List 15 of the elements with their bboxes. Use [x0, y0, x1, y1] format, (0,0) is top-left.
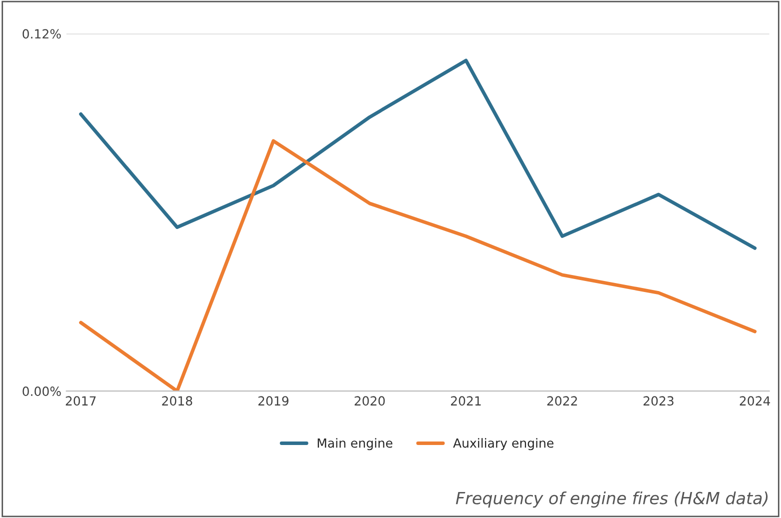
legend-label: Auxiliary engine — [453, 438, 554, 450]
text: Frequency of engine fires (H&M data) — [456, 492, 768, 508]
y-tick-label: 0.12% — [22, 29, 61, 39]
legend-label: Main engine — [318, 438, 392, 450]
y-tick-label: 0.00% — [22, 386, 61, 396]
x-tick-label: 2017 — [66, 396, 96, 406]
x-tick-label: 2020 — [354, 396, 385, 406]
x-tick-label: 2022 — [547, 396, 577, 406]
x-tick-label: 2019 — [258, 396, 288, 406]
x-tick-label: 2018 — [162, 396, 192, 406]
x-tick-label: 2021 — [450, 396, 481, 406]
line-series — [79, 58, 757, 250]
x-tick-label: 2024 — [740, 396, 770, 406]
x-tick-label: 2023 — [644, 396, 674, 406]
line-series — [79, 139, 757, 392]
